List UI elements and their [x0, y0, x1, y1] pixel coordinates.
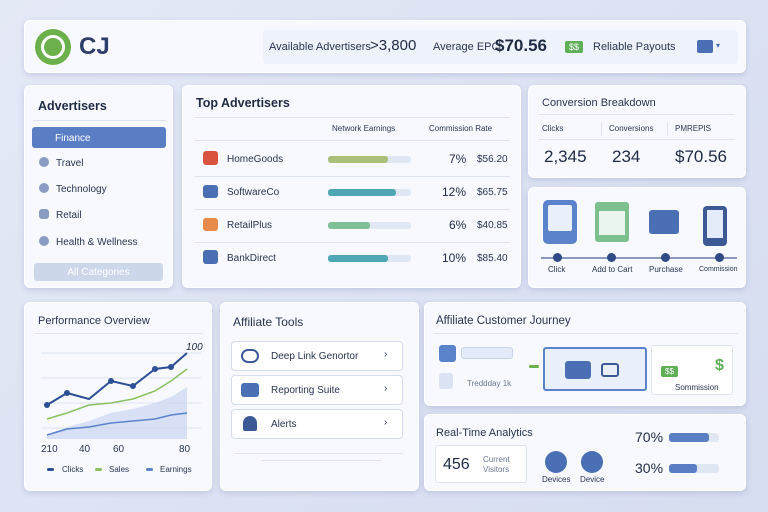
category[interactable]: Finance [55, 133, 91, 144]
metric-value: 234 [612, 147, 641, 166]
panel-title: Affiliate Customer Journey [436, 315, 571, 327]
funnel-step: Click [548, 265, 566, 274]
tool-label[interactable]: Alerts [271, 419, 297, 430]
commission-rate: 7% [449, 152, 467, 166]
x-label: 40 [79, 444, 91, 455]
payout-badge: $$ [565, 41, 584, 53]
journey-panel: Affiliate Customer Journey Treddday 1k $… [424, 302, 746, 406]
visitors-label: Current Visitors [483, 455, 510, 474]
conversion-panel: Conversion Breakdown Clicks Conversions … [528, 85, 746, 178]
device-label: Devices [542, 475, 571, 484]
category[interactable]: Retail [56, 210, 82, 221]
available-value: >3,800 [370, 37, 417, 54]
advertiser-name: BankDirect [227, 253, 276, 264]
panel-title: Top Advertisers [196, 96, 290, 110]
payout-label: Reliable Payouts [593, 41, 676, 53]
analytics-panel: Real-Time Analytics 456 Current Visitors… [424, 414, 746, 491]
metric-label: Clicks [542, 124, 564, 133]
epc-label: Average EPC: [433, 41, 503, 53]
logo-icon [35, 29, 71, 65]
category[interactable]: Health & Wellness [56, 237, 138, 248]
tool-button[interactable] [231, 409, 403, 439]
top-advertisers-panel: Top Advertisers Network Earnings Commiss… [182, 85, 521, 288]
share-value: 30% [635, 460, 664, 476]
panel-title: Advertisers [38, 99, 107, 113]
category[interactable]: Travel [56, 158, 84, 169]
metric-label: Conversions [609, 124, 654, 133]
tool-label[interactable]: Reporting Suite [271, 385, 340, 396]
x-label: 80 [179, 444, 191, 455]
commission-rate: 6% [449, 218, 467, 232]
header: CJ Available Advertisers >3,800 Average … [24, 20, 746, 73]
chevron[interactable]: › [384, 349, 388, 360]
journey-dollar: $ [715, 357, 724, 374]
category-selected[interactable] [32, 127, 166, 148]
funnel-panel: Click Add to Cart Purchase Commission [528, 187, 746, 288]
journey-badge: $$ [661, 366, 678, 377]
legend-entry: Clicks [62, 465, 84, 474]
stats-bar [263, 30, 738, 64]
menu-caret[interactable]: ▾ [716, 41, 721, 50]
performance-panel: Performance Overview 100 210 40 60 80 Cl… [24, 302, 212, 491]
legend-entry: Sales [109, 465, 130, 474]
panel-title: Real-Time Analytics [436, 427, 533, 439]
panel-title: Conversion Breakdown [542, 97, 656, 109]
journey-caption: Treddday 1k [467, 379, 512, 388]
performance-chart [41, 352, 201, 439]
all-categories-button[interactable] [34, 263, 163, 281]
tool-button[interactable] [231, 375, 403, 405]
advertisers-panel: Advertisers Finance Travel Technology Re… [24, 85, 173, 288]
x-label: 210 [41, 444, 58, 455]
visitors-value: 456 [443, 456, 470, 473]
metric-label: PMREPIS [675, 124, 712, 133]
category[interactable]: Technology [56, 184, 107, 195]
journey-commission: Sommission [675, 383, 719, 392]
advertiser-name: HomeGoods [227, 154, 284, 165]
funnel-step: Purchase [649, 265, 683, 274]
tools-panel: Affiliate Tools Deep Link Genortor › Rep… [220, 302, 419, 491]
earnings: $56.20 [477, 154, 508, 165]
epc-value: $70.56 [495, 36, 547, 55]
x-label: 60 [113, 444, 125, 455]
advertiser-name: SoftwareCo [227, 187, 280, 198]
column-header: Commission Rate [429, 124, 493, 133]
share-value: 70% [635, 429, 664, 445]
commission-rate: 10% [442, 251, 467, 265]
logo-text: CJ [79, 33, 110, 60]
metric-value: 2,345 [544, 147, 587, 166]
chart-annotation: 100 [186, 342, 203, 353]
funnel-step: Add to Cart [592, 265, 633, 274]
legend-entry: Earnings [160, 465, 192, 474]
funnel-step: Commission [699, 266, 738, 273]
tool-button[interactable] [231, 341, 403, 371]
commission-rate: 12% [442, 185, 467, 199]
tool-label[interactable]: Deep Link Genortor [271, 351, 359, 362]
earnings: $85.40 [477, 253, 508, 264]
menu-button[interactable] [697, 40, 713, 53]
chevron[interactable]: › [384, 383, 388, 394]
device-label: Device [580, 475, 605, 484]
available-label: Available Advertisers [269, 41, 371, 53]
button-label[interactable]: All Categories [67, 267, 130, 278]
advertiser-name: RetailPlus [227, 220, 273, 231]
column-header: Network Earnings [332, 124, 396, 133]
chevron[interactable]: › [384, 417, 388, 428]
earnings: $40.85 [477, 220, 508, 231]
panel-title: Affiliate Tools [233, 315, 304, 329]
metric-value: $70.56 [675, 147, 727, 166]
earnings: $65.75 [477, 187, 508, 198]
panel-title: Performance Overview [38, 315, 150, 327]
